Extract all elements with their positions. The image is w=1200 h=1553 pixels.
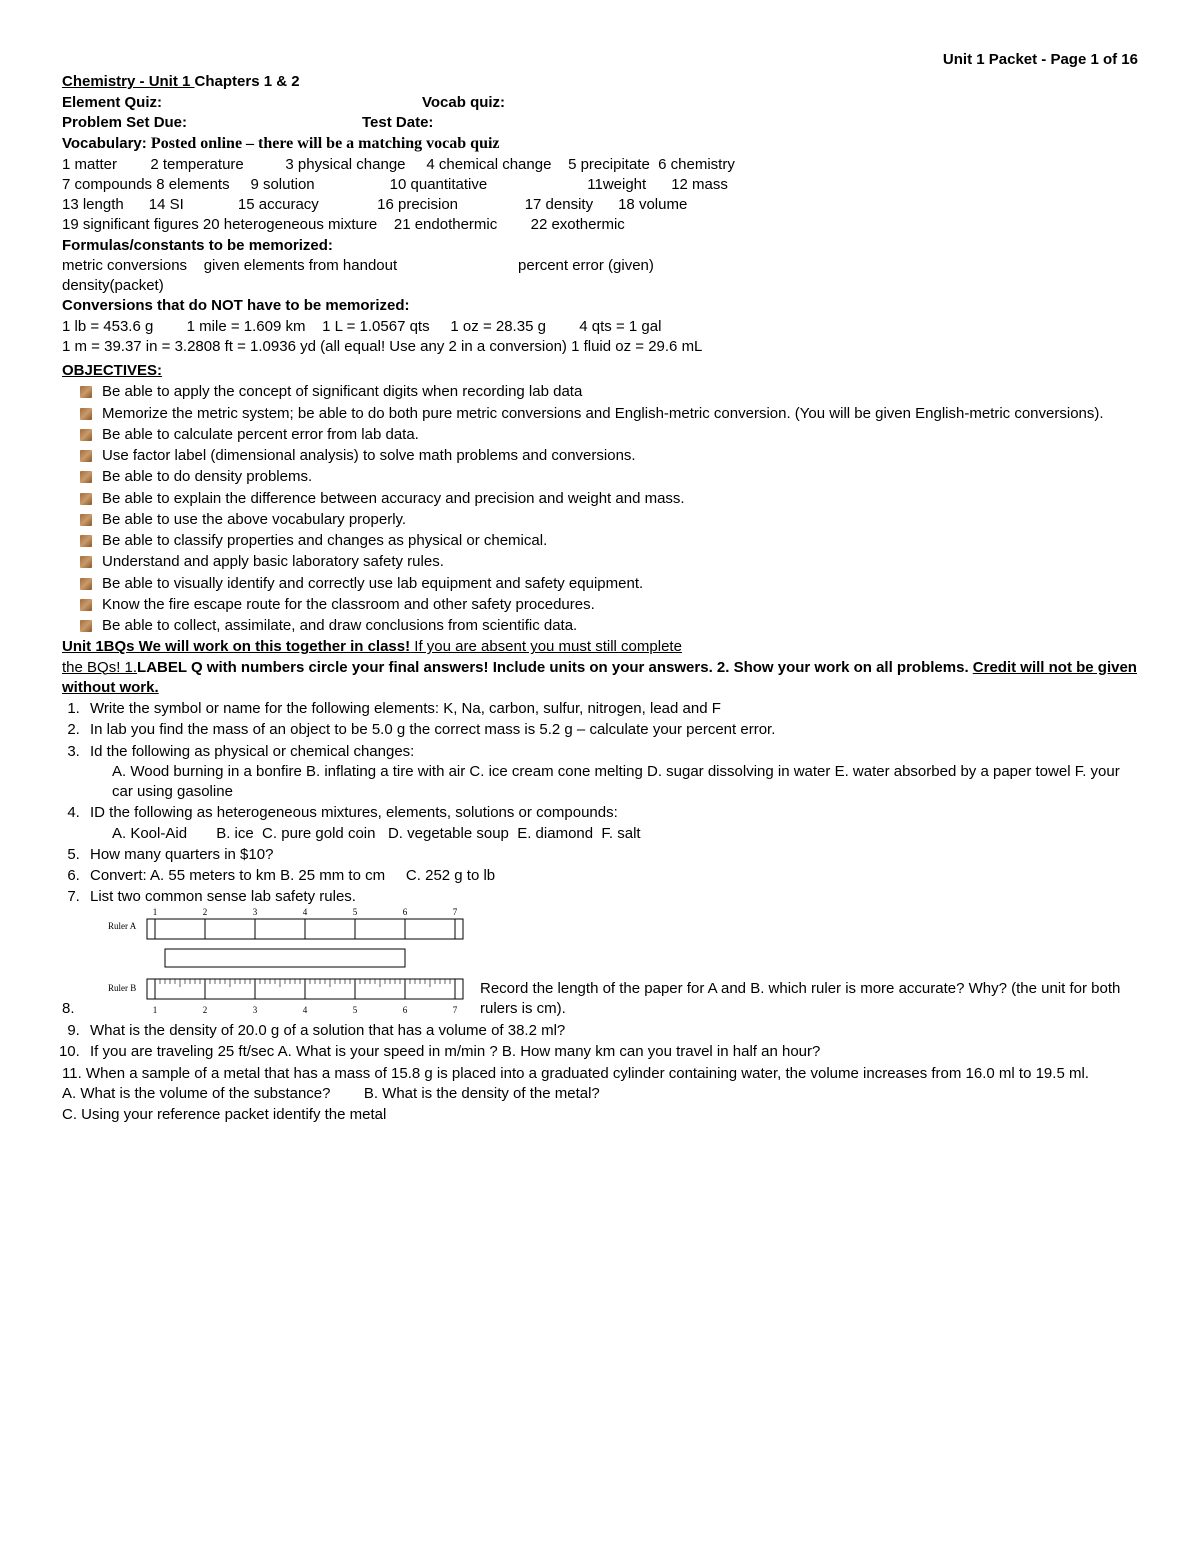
formulas-l2: density(packet) [62,276,1138,296]
q11c: C. Using your reference packet identify … [62,1105,1138,1125]
q11: 11. When a sample of a metal that has a … [62,1064,1138,1084]
objective-item: Be able to classify properties and chang… [80,531,1138,551]
vocab-grid: 1 matter 2 temperature 3 physical change… [62,155,1138,236]
svg-text:7: 7 [453,1005,458,1015]
objective-item: Use factor label (dimensional analysis) … [80,446,1138,466]
bq-header: Unit 1BQs We will work on this together … [62,637,1138,698]
q5: How many quarters in $10? [84,845,1138,865]
objectives-head: OBJECTIVES: [62,361,1138,381]
svg-text:Ruler A: Ruler A [108,921,137,931]
svg-text:1: 1 [153,907,158,917]
objective-item: Be able to visually identify and correct… [80,574,1138,594]
objective-item: Understand and apply basic laboratory sa… [80,552,1138,572]
objective-item: Be able to use the above vocabulary prop… [80,510,1138,530]
q10: If you are traveling 25 ft/sec A. What i… [84,1042,1138,1062]
conv-head: Conversions that do NOT have to be memor… [62,296,1138,316]
svg-text:4: 4 [303,1005,308,1015]
svg-text:1: 1 [153,1005,158,1015]
q6: Convert: A. 55 meters to km B. 25 mm to … [84,866,1138,886]
question-list: Write the symbol or name for the followi… [62,699,1138,1062]
doc-title: Chemistry - Unit 1 Chapters 1 & 2 [62,72,1138,92]
objectives-list: Be able to apply the concept of signific… [62,382,1138,636]
quiz-row-1: Element Quiz: Vocab quiz: [62,93,1138,113]
objective-item: Be able to calculate percent error from … [80,425,1138,445]
q2: In lab you find the mass of an object to… [84,720,1138,740]
q9: What is the density of 20.0 g of a solut… [84,1021,1138,1041]
q3: Id the following as physical or chemical… [84,742,1138,803]
objective-item: Know the fire escape route for the class… [80,595,1138,615]
q11a: A. What is the volume of the substance? … [62,1084,1138,1104]
svg-text:Ruler B: Ruler B [108,983,136,993]
objective-item: Be able to do density problems. [80,467,1138,487]
page-header: Unit 1 Packet - Page 1 of 16 [62,50,1138,70]
q1: Write the symbol or name for the followi… [84,699,1138,719]
svg-text:3: 3 [253,1005,258,1015]
svg-text:4: 4 [303,907,308,917]
svg-text:3: 3 [253,907,258,917]
objective-item: Memorize the metric system; be able to d… [80,404,1138,424]
svg-text:5: 5 [353,907,358,917]
svg-text:2: 2 [203,1005,208,1015]
svg-text:6: 6 [403,1005,408,1015]
svg-text:2: 2 [203,907,208,917]
vocab-head: Vocabulary: Posted online – there will b… [62,133,1138,155]
conv-l1: 1 lb = 453.6 g 1 mile = 1.609 km 1 L = 1… [62,317,1138,337]
q8: 8. 1234567Ruler ARuler B1234567 Record t… [56,909,1138,1020]
quiz-row-2: Problem Set Due: Test Date: [62,113,1138,133]
svg-text:6: 6 [403,907,408,917]
objective-item: Be able to explain the difference betwee… [80,489,1138,509]
formulas-head: Formulas/constants to be memorized: [62,236,1138,256]
ruler-diagram: 1 2 3 4 5 6 7 Ruler A Ruler B 1 2 3 4 5 6 7 [100,905,470,1020]
q4: ID the following as heterogeneous mixtur… [84,803,1138,844]
objective-item: Be able to apply the concept of signific… [80,382,1138,402]
svg-text:7: 7 [453,907,458,917]
conv-l2: 1 m = 39.37 in = 3.2808 ft = 1.0936 yd (… [62,337,1138,357]
formulas-l1: metric conversions given elements from h… [62,256,1138,276]
svg-text:5: 5 [353,1005,358,1015]
objective-item: Be able to collect, assimilate, and draw… [80,616,1138,636]
